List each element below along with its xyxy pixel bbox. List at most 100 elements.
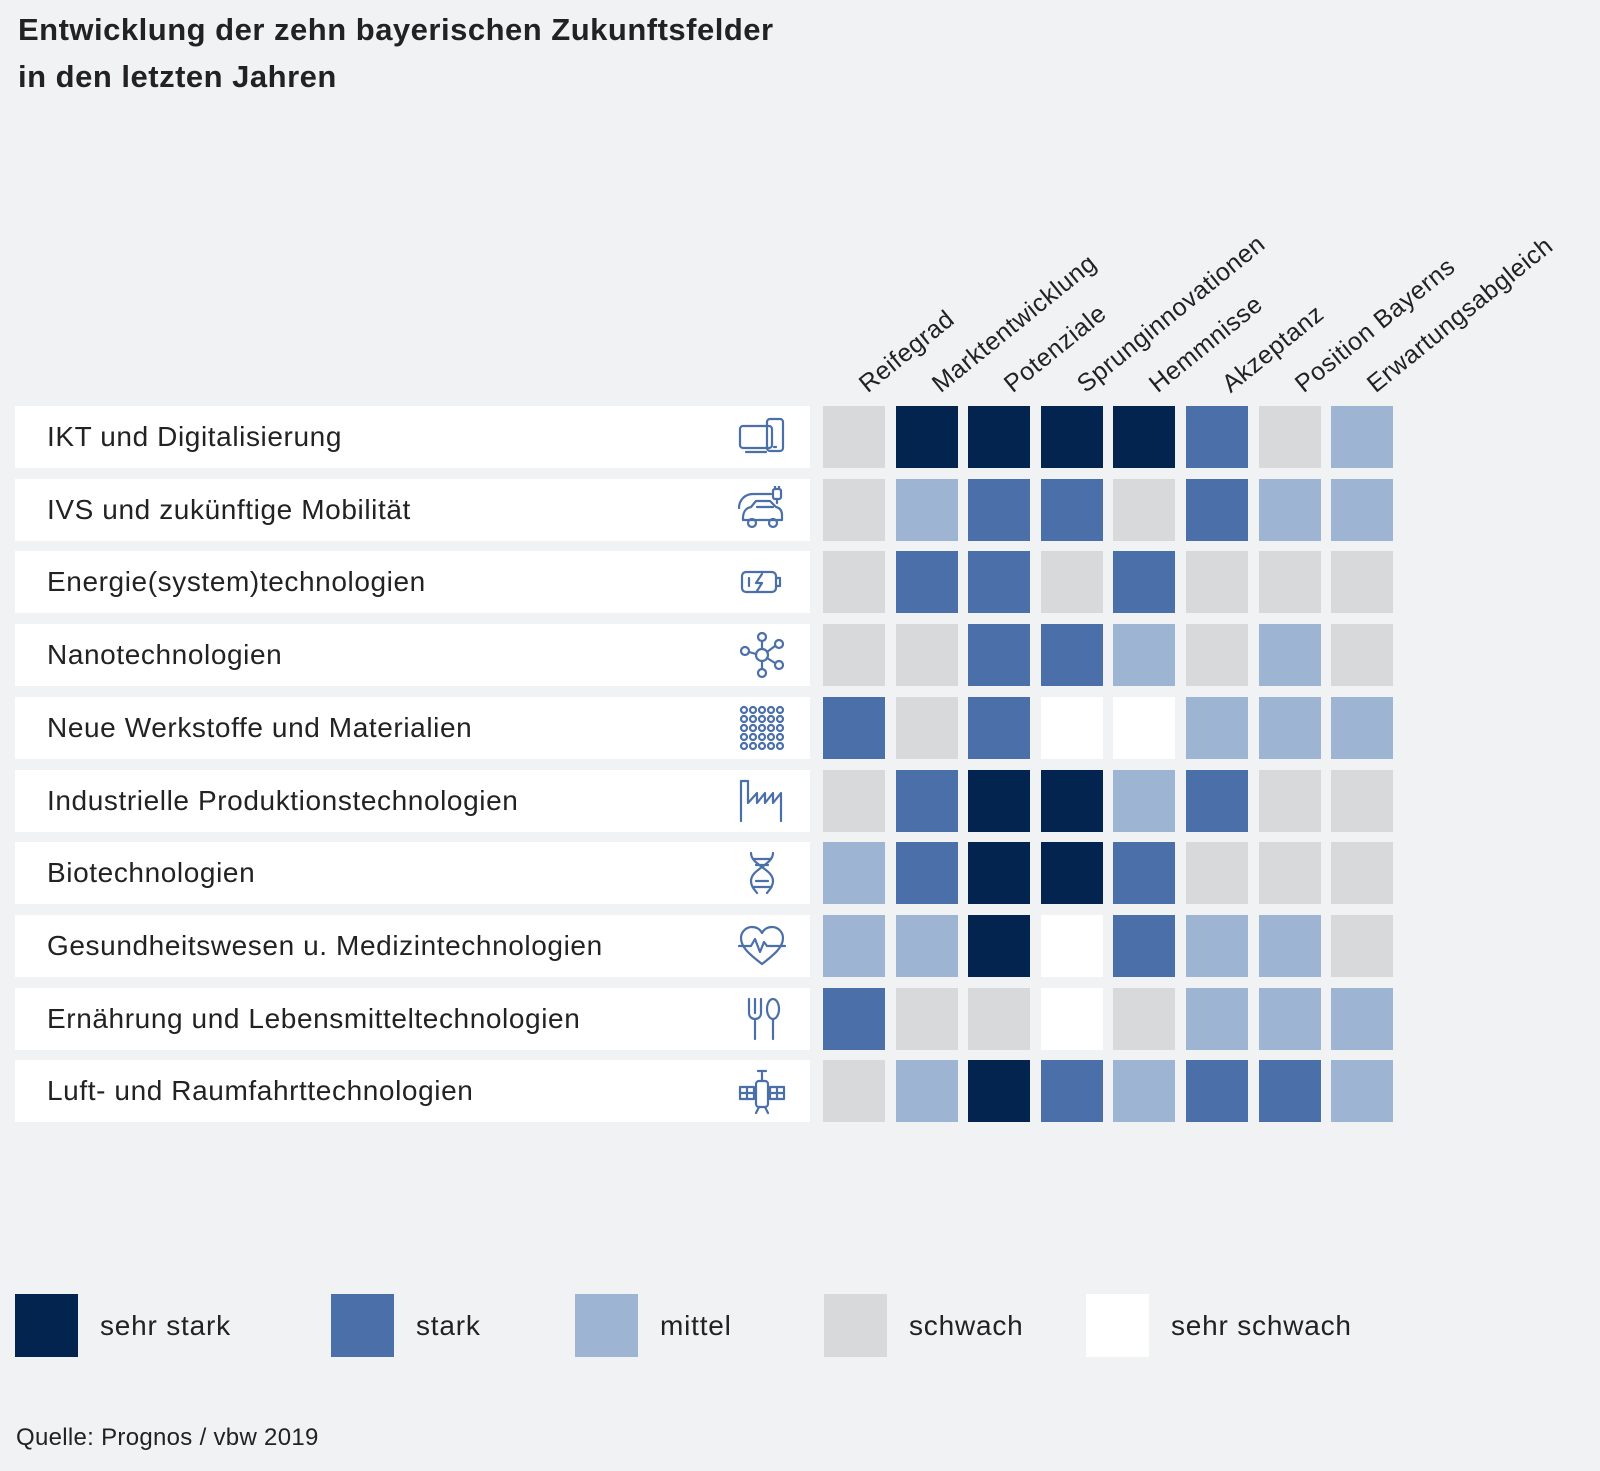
row-label: Luft- und Raumfahrttechnologien bbox=[47, 1075, 474, 1107]
heatmap-cell bbox=[895, 769, 958, 832]
heatmap-cell bbox=[1258, 478, 1321, 541]
row-label: Biotechnologien bbox=[47, 857, 256, 889]
heatmap-cell bbox=[1113, 769, 1176, 832]
heatmap-cell bbox=[895, 551, 958, 614]
heatmap-cell bbox=[1186, 624, 1248, 687]
heatmap-cell bbox=[1186, 406, 1248, 468]
row-3: Nanotechnologien bbox=[15, 624, 810, 687]
heatmap-cell bbox=[1186, 696, 1248, 759]
heatmap-cell bbox=[1331, 842, 1394, 905]
heatmap-cell bbox=[1186, 769, 1248, 832]
heatmap-cell bbox=[1258, 406, 1321, 468]
legend-label-5: sehr schwach bbox=[1171, 1310, 1352, 1341]
heatmap-cell bbox=[895, 987, 958, 1050]
factory-icon bbox=[737, 777, 787, 825]
heatmap-cell bbox=[1040, 696, 1103, 759]
heatmap-cell bbox=[1040, 406, 1103, 468]
chart-title-line-1: Entwicklung der zehn bayerischen Zukunft… bbox=[18, 12, 774, 47]
heart-pulse-icon bbox=[737, 922, 787, 970]
legend-swatch-1 bbox=[15, 1294, 78, 1357]
legend-swatch-5 bbox=[1086, 1294, 1149, 1357]
legend-swatch-2 bbox=[331, 1294, 394, 1357]
row-8: Ernährung und Lebensmitteltechnologien bbox=[15, 987, 810, 1050]
heatmap-cell bbox=[1331, 406, 1394, 468]
heatmap-cell bbox=[968, 769, 1031, 832]
legend-label-3: mittel bbox=[660, 1310, 732, 1341]
legend-swatch-3 bbox=[575, 1294, 638, 1357]
legend-label-2: stark bbox=[416, 1310, 481, 1341]
heatmap-cell bbox=[895, 696, 958, 759]
heatmap-cell bbox=[968, 624, 1031, 687]
legend-swatch-4 bbox=[824, 1294, 887, 1357]
heatmap-cell bbox=[1113, 551, 1176, 614]
heatmap-cell bbox=[1186, 1060, 1248, 1123]
heatmap-cell bbox=[1258, 769, 1321, 832]
row-label: IKT und Digitalisierung bbox=[47, 421, 342, 452]
heatmap-cell bbox=[895, 842, 958, 905]
source-note: Quelle: Prognos / vbw 2019 bbox=[16, 1424, 319, 1451]
heatmap-cell bbox=[1331, 696, 1394, 759]
heatmap-cell bbox=[895, 1060, 958, 1123]
heatmap-cell bbox=[1331, 551, 1394, 614]
heatmap-cell bbox=[968, 696, 1031, 759]
heatmap-cell bbox=[1186, 987, 1248, 1050]
row-0: IKT und Digitalisierung bbox=[15, 406, 810, 468]
heatmap-cell bbox=[823, 551, 885, 614]
row-9: Luft- und Raumfahrttechnologien bbox=[15, 1060, 810, 1123]
heatmap-cell bbox=[823, 914, 885, 977]
row-6: Biotechnologien bbox=[15, 842, 810, 905]
heatmap-cell bbox=[1113, 696, 1176, 759]
heatmap-cell bbox=[895, 478, 958, 541]
heatmap-cell bbox=[968, 1060, 1031, 1123]
heatmap-cell bbox=[895, 406, 958, 468]
heatmap-cell bbox=[895, 914, 958, 977]
heatmap-cell bbox=[1186, 551, 1248, 614]
row-4: Neue Werkstoffe und Materialien bbox=[15, 696, 810, 759]
heatmap-cell bbox=[1258, 696, 1321, 759]
row-label: Industrielle Produktionstechnologien bbox=[47, 784, 519, 816]
heatmap-cell bbox=[823, 478, 885, 541]
row-label: Nanotechnologien bbox=[47, 639, 283, 671]
heatmap-cell bbox=[1186, 478, 1248, 541]
heatmap-cell bbox=[1331, 987, 1394, 1050]
heatmap-cell bbox=[823, 624, 885, 687]
dot-grid-icon bbox=[737, 704, 787, 752]
heatmap-cell bbox=[1258, 1060, 1321, 1123]
molecule-icon bbox=[737, 631, 787, 679]
heatmap-cell bbox=[1113, 1060, 1176, 1123]
heatmap-cell bbox=[1040, 987, 1103, 1050]
heatmap-cell bbox=[823, 987, 885, 1050]
heatmap-cell bbox=[968, 987, 1031, 1050]
heatmap-cell bbox=[1113, 842, 1176, 905]
battery-icon bbox=[737, 558, 787, 606]
fork-spoon-icon bbox=[737, 995, 787, 1043]
heatmap-cell bbox=[968, 914, 1031, 977]
heatmap-cell bbox=[895, 624, 958, 687]
heatmap-cell bbox=[1113, 624, 1176, 687]
heatmap-cell bbox=[1040, 1060, 1103, 1123]
heatmap-cell bbox=[1258, 914, 1321, 977]
row-label: IVS und zukünftige Mobilität bbox=[47, 493, 411, 525]
chart-title: Entwicklung der zehn bayerischen Zukunft… bbox=[18, 6, 774, 100]
heatmap-cell bbox=[1331, 478, 1394, 541]
row-label: Ernährung und Lebensmitteltechnologien bbox=[47, 1002, 581, 1034]
heatmap-cell bbox=[823, 842, 885, 905]
heatmap-cell bbox=[823, 1060, 885, 1123]
dna-icon bbox=[737, 849, 787, 897]
heatmap-cell bbox=[1113, 914, 1176, 977]
row-2: Energie(system)technologien bbox=[15, 551, 810, 614]
heatmap-cell bbox=[823, 696, 885, 759]
devices-icon bbox=[737, 413, 787, 461]
heatmap-cell bbox=[1186, 914, 1248, 977]
heatmap-cell bbox=[1331, 1060, 1394, 1123]
heatmap-cell bbox=[1113, 987, 1176, 1050]
heatmap-cell bbox=[1040, 842, 1103, 905]
heatmap-cell bbox=[1040, 769, 1103, 832]
heatmap-cell bbox=[1040, 624, 1103, 687]
heatmap-cell bbox=[823, 406, 885, 468]
row-5: Industrielle Produktionstechnologien bbox=[15, 769, 810, 832]
row-label: Gesundheitswesen u. Medizintechnologien bbox=[47, 929, 603, 961]
heatmap-cell bbox=[1040, 478, 1103, 541]
heatmap-cell bbox=[968, 406, 1031, 468]
row-1: IVS und zukünftige Mobilität bbox=[15, 478, 810, 541]
